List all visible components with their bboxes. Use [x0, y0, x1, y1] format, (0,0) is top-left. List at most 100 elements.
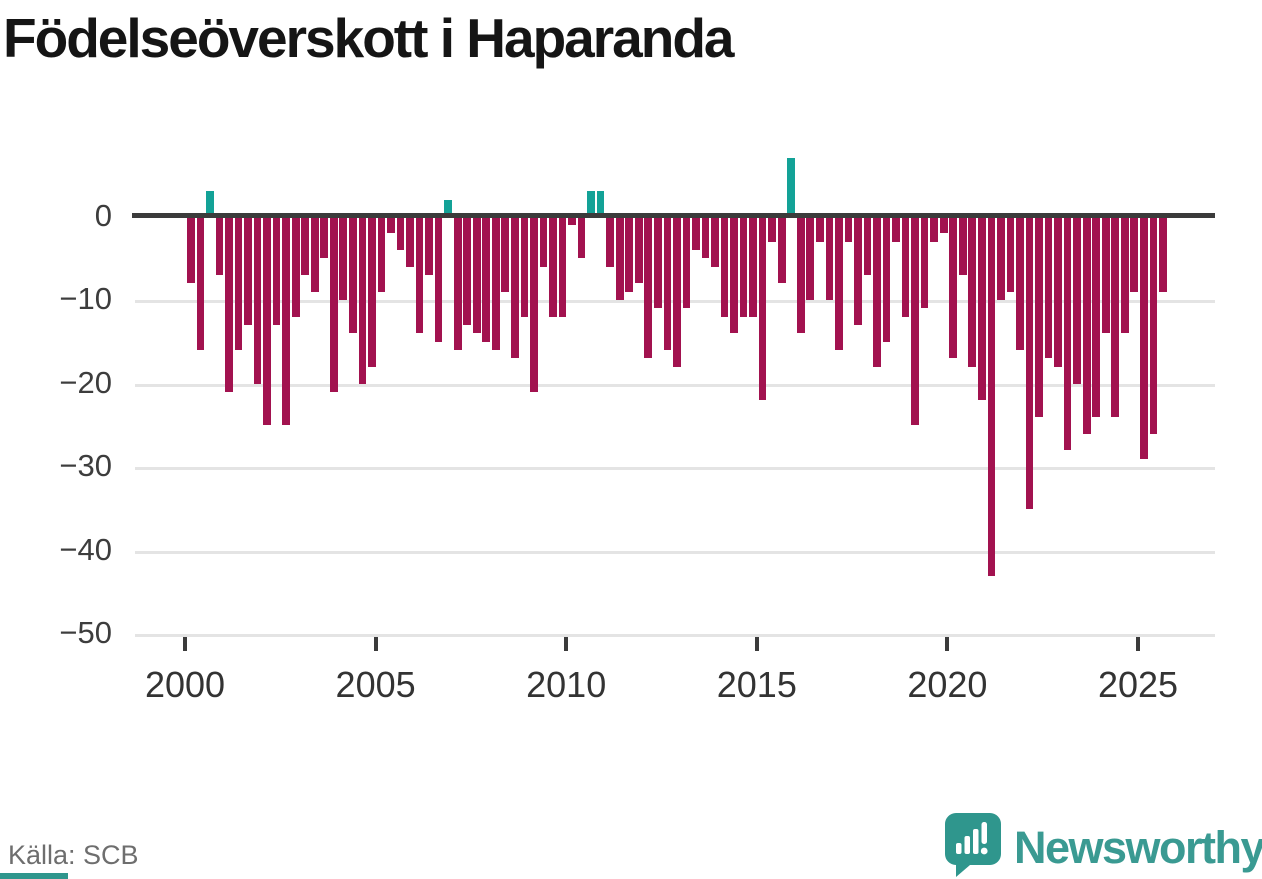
bar: [692, 216, 700, 250]
gridline: [135, 467, 1215, 470]
bar: [711, 216, 719, 267]
bar: [577, 216, 586, 259]
bar: [549, 216, 557, 317]
bar: [663, 216, 672, 351]
bar: [796, 216, 805, 334]
bar: [949, 216, 958, 359]
bar: [920, 216, 929, 309]
x-tick-label: 2020: [907, 664, 988, 705]
bar: [1111, 216, 1120, 417]
bar: [653, 216, 662, 309]
bar: [511, 216, 519, 359]
y-tick-label: −30: [59, 448, 112, 483]
bar: [263, 216, 271, 426]
bar: [1120, 216, 1129, 334]
bar: [1092, 216, 1101, 417]
bar: [968, 216, 977, 367]
bar: [1006, 216, 1015, 292]
bar: [530, 216, 538, 392]
bar: [377, 216, 386, 292]
bar: [615, 216, 624, 300]
bar: [234, 216, 243, 351]
bar: [463, 216, 472, 326]
bar: [434, 216, 443, 342]
bar: [225, 216, 233, 392]
newsworthy-pin-barchart-icon: [944, 812, 1002, 879]
bar: [253, 216, 262, 384]
bar: [634, 216, 643, 284]
brand-logo: Newsworthy: [944, 812, 1262, 879]
bar: [1082, 216, 1091, 434]
bar: [520, 216, 529, 317]
y-tick-label: −40: [59, 531, 112, 567]
bar: [768, 216, 777, 242]
bar: [930, 216, 939, 242]
bar: [329, 216, 338, 392]
bar: [997, 216, 1005, 300]
bar: [396, 216, 405, 250]
bar: [644, 216, 653, 359]
x-axis-zero-line: [132, 212, 1215, 218]
y-tick-label: −10: [59, 281, 112, 316]
bar: [358, 216, 367, 384]
bar: [787, 158, 796, 217]
x-tick-label: 2025: [1097, 664, 1179, 705]
bar: [1101, 216, 1110, 334]
bar: [539, 216, 548, 267]
footer-accent-tab: [0, 873, 68, 879]
y-tick-label: −20: [59, 364, 112, 400]
bar: [472, 216, 481, 334]
x-tick: [1136, 637, 1140, 651]
bar: [482, 216, 491, 342]
bar: [244, 216, 252, 326]
bar: [206, 191, 214, 217]
bar: [215, 216, 224, 275]
bar: [491, 216, 500, 351]
bar: [873, 216, 881, 367]
bar: [749, 216, 757, 317]
bar: [310, 216, 319, 292]
bar: [568, 216, 576, 225]
bar: [453, 216, 462, 351]
bar: [1159, 216, 1167, 292]
bar: [892, 216, 900, 242]
bar: [1130, 216, 1139, 292]
bar: [339, 216, 348, 300]
x-tick: [564, 637, 569, 651]
brand-wordmark: Newsworthy: [1014, 821, 1262, 873]
bar: [854, 216, 862, 326]
bar: [987, 216, 996, 576]
x-tick: [754, 637, 759, 651]
bar: [777, 216, 786, 284]
bar: [368, 216, 376, 367]
bar: [1035, 216, 1043, 417]
bar: [291, 216, 300, 317]
bar: [272, 216, 281, 326]
bar: [196, 216, 205, 351]
bar: [415, 216, 424, 334]
gridline: [135, 383, 1215, 387]
x-tick-label: 2015: [716, 664, 797, 705]
x-tick-label: 2005: [335, 664, 416, 705]
x-tick: [373, 637, 378, 651]
bar: [349, 216, 357, 334]
bar: [911, 216, 919, 426]
gridline: [135, 634, 1215, 637]
bar: [596, 191, 605, 217]
x-tick: [945, 637, 950, 651]
bar: [863, 216, 872, 275]
bar: [1149, 216, 1158, 434]
x-tick: [183, 637, 187, 651]
x-tick-label: 2010: [526, 664, 607, 705]
bar: [701, 216, 710, 259]
y-tick-label: −50: [59, 615, 112, 650]
bar: [320, 216, 329, 259]
bar: [682, 216, 691, 309]
bar: [1063, 216, 1072, 451]
bar: [187, 216, 195, 284]
bar: [282, 216, 290, 426]
y-tick-label: 0: [94, 197, 112, 233]
x-tick-label: 2000: [144, 664, 226, 705]
bar: [882, 216, 891, 342]
